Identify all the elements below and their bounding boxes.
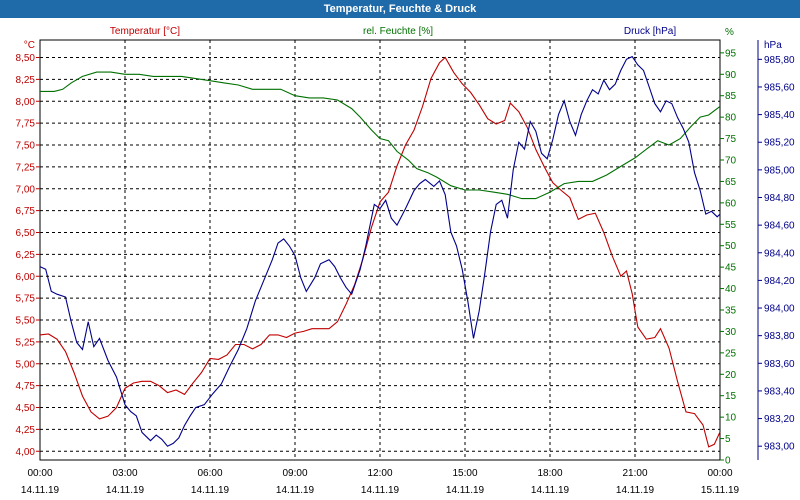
press-tick-label-11: 985,20 [764,138,795,149]
hum-tick-label-0: 0 [725,456,731,467]
series-line-temp [39,56,721,448]
temp-tick-label-1: 4,25 [16,425,36,436]
temp-tick-label-15: 7,75 [16,119,36,130]
press-tick-label-6: 984,20 [764,276,795,287]
x-tick-time-5: 15:00 [452,468,477,479]
x-tick-time-8: 00:00 [707,468,732,479]
press-tick-label-5: 984,00 [764,304,795,315]
x-tick-date-2: 14.11.19 [191,485,230,496]
x-tick-time-6: 18:00 [537,468,562,479]
x-tick-time-1: 03:00 [112,468,137,479]
press-tick-label-8: 984,60 [764,221,795,232]
x-tick-date-6: 14.11.19 [531,485,570,496]
press-tick-label-7: 984,40 [764,248,795,259]
hum-tick-label-2: 10 [725,413,737,424]
temp-tick-label-10: 6,50 [16,228,36,239]
temp-tick-label-14: 7,50 [16,141,36,152]
press-axis-title: Druck [hPa] [624,26,676,37]
temp-tick-label-8: 6,00 [16,272,36,283]
temp-tick-label-3: 4,75 [16,381,36,392]
x-tick-date-8: 15.11.19 [701,485,740,496]
press-tick-label-0: 983,00 [764,442,795,453]
temp-unit-label: °C [24,40,35,51]
temp-tick-label-17: 8,25 [16,75,36,86]
x-tick-time-2: 06:00 [197,468,222,479]
hum-tick-label-12: 60 [725,198,737,209]
temp-tick-label-12: 7,00 [16,184,36,195]
hum-tick-label-13: 65 [725,177,737,188]
temp-tick-label-7: 5,75 [16,294,36,305]
press-tick-label-10: 985,00 [764,165,795,176]
hum-tick-label-14: 70 [725,156,737,167]
press-tick-label-12: 985,40 [764,110,795,121]
temp-tick-label-4: 5,00 [16,359,36,370]
hum-tick-label-4: 20 [725,370,737,381]
hum-tick-label-17: 85 [725,91,737,102]
x-tick-time-0: 00:00 [27,468,52,479]
x-tick-date-4: 14.11.19 [361,485,400,496]
hum-tick-label-1: 5 [725,434,731,445]
temp-tick-label-18: 8,50 [16,53,36,64]
press-tick-label-3: 983,60 [764,359,795,370]
temp-axis-title: Temperatur [°C] [110,26,180,37]
hum-tick-label-18: 90 [725,70,737,81]
hum-tick-label-8: 40 [725,284,737,295]
x-tick-date-1: 14.11.19 [106,485,145,496]
hum-tick-label-10: 50 [725,241,737,252]
hum-tick-label-11: 55 [725,220,737,231]
x-tick-date-7: 14.11.19 [616,485,655,496]
temp-tick-label-11: 6,75 [16,206,36,217]
x-tick-date-3: 14.11.19 [276,485,315,496]
press-tick-label-9: 984,80 [764,193,795,204]
series-line-hum [40,71,721,200]
hum-tick-label-9: 45 [725,263,737,274]
hum-tick-label-16: 80 [725,113,737,124]
temp-tick-label-2: 4,50 [16,403,36,414]
hum-tick-label-7: 35 [725,306,737,317]
hum-tick-label-15: 75 [725,134,737,145]
temp-tick-label-0: 4,00 [16,447,36,458]
chart-title: Temperatur, Feuchte & Druck [0,0,800,18]
press-tick-label-4: 983,80 [764,331,795,342]
temp-tick-label-16: 8,00 [16,97,36,108]
press-tick-label-13: 985,60 [764,82,795,93]
hum-tick-label-20: % [725,27,734,38]
x-tick-time-3: 09:00 [282,468,307,479]
series-line-press [39,55,721,447]
x-tick-date-0: 14.11.19 [21,485,60,496]
temp-tick-label-13: 7,25 [16,162,36,173]
hum-tick-label-5: 25 [725,348,737,359]
temp-tick-label-6: 5,50 [16,316,36,327]
temp-tick-label-9: 6,25 [16,250,36,261]
x-tick-time-7: 21:00 [622,468,647,479]
hum-tick-label-19: 95 [725,48,737,59]
hum-tick-label-6: 30 [725,327,737,338]
hum-tick-label-3: 15 [725,391,737,402]
x-tick-time-4: 12:00 [367,468,392,479]
press-tick-label-1: 983,20 [764,414,795,425]
press-unit-label: hPa [764,40,782,51]
x-tick-date-5: 14.11.19 [446,485,485,496]
temp-tick-label-5: 5,25 [16,337,36,348]
press-tick-label-2: 983,40 [764,386,795,397]
press-tick-label-14: 985,80 [764,55,795,66]
hum-axis-title: rel. Feuchte [%] [363,26,433,37]
